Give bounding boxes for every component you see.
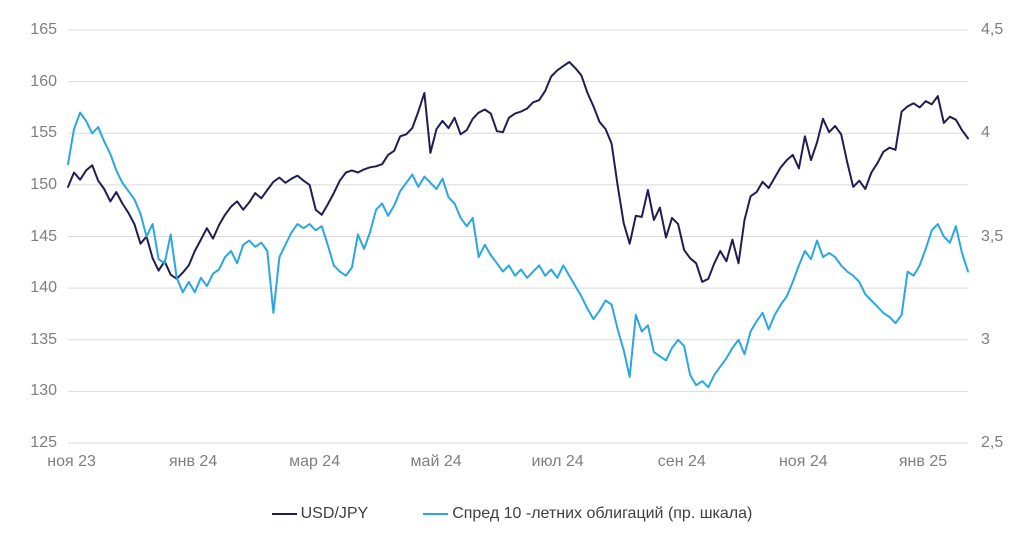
usdjpy-line-swatch [271,513,297,515]
legend: USD/JPY Спред 10 -летних облигаций (пр. … [0,503,1024,525]
x-tick-label: янв 25 [898,453,948,470]
y-right-tick-label: 4,5 [981,21,1004,38]
spread-legend-label: Спред 10 -летних облигаций (пр. шкала) [452,505,753,522]
usdjpy-line [67,61,969,283]
x-tick-label: ноя 23 [47,453,96,470]
y-left-tick-label: 150 [30,175,57,193]
y-left-tick-label: 145 [30,227,57,245]
y-left-tick-label: 140 [30,279,57,297]
legend-item-spread: Спред 10 -летних облигаций (пр. шкала) [423,505,752,523]
y-right-tick-label: 3,5 [981,227,1004,245]
y-right-tick-label: 2,5 [981,434,1004,451]
y-left-tick-label: 125 [30,434,57,451]
y-left-tick-label: 130 [30,382,57,400]
spread-line [67,111,969,389]
x-tick-label: янв 24 [168,453,218,470]
y-right-tick-label: 3 [981,330,990,348]
legend-item-usdjpy: USD/JPY [271,505,369,523]
y-left-tick-label: 155 [30,124,57,142]
x-tick-label: сен 24 [657,453,706,470]
x-tick-label: ноя 24 [778,453,828,470]
y-left-tick-label: 160 [30,72,57,90]
y-left-tick-label: 165 [30,21,57,38]
x-tick-label: июл 24 [531,453,584,470]
y-left-tick-label: 135 [30,330,57,348]
usdjpy-legend-label: USD/JPY [300,505,369,522]
spread-line-swatch [423,513,449,515]
y-right-tick-label: 4 [981,124,990,142]
x-tick-label: мар 24 [289,453,341,470]
x-tick-label: май 24 [410,453,462,470]
